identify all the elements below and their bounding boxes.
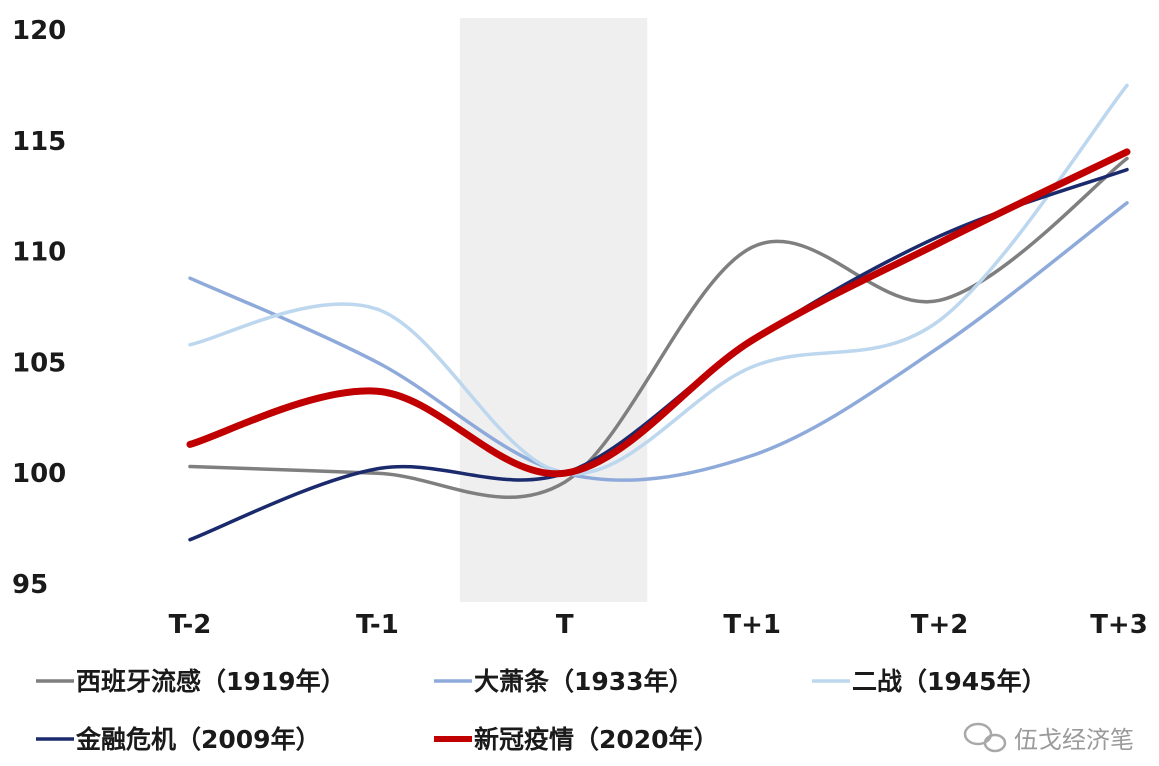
legend-label: 二战（1945年） bbox=[852, 667, 1047, 696]
series-line bbox=[188, 83, 1129, 476]
x-tick-label: T+2 bbox=[911, 610, 969, 640]
y-tick-label: 105 bbox=[12, 348, 66, 378]
series-line bbox=[188, 167, 1129, 542]
series-line bbox=[188, 201, 1129, 482]
watermark: 伍戈经济笔 bbox=[963, 722, 1134, 754]
x-tick-label: T+3 bbox=[1090, 610, 1148, 640]
x-tick-label: T-1 bbox=[356, 610, 399, 640]
series-line bbox=[186, 148, 1131, 478]
highlight-band bbox=[459, 18, 648, 602]
wechat-icon bbox=[963, 722, 1007, 753]
y-tick-label: 120 bbox=[12, 16, 66, 46]
legend-label: 大萧条（1933年） bbox=[474, 667, 694, 696]
y-tick-label: 100 bbox=[12, 459, 66, 489]
y-tick-label: 115 bbox=[12, 127, 66, 157]
x-tick-label: T+1 bbox=[723, 610, 781, 640]
y-tick-label: 110 bbox=[12, 238, 66, 268]
x-tick-label: T-2 bbox=[169, 610, 212, 640]
legend-label: 新冠疫情（2020年） bbox=[474, 725, 719, 754]
x-tick-label: T bbox=[556, 610, 574, 640]
legend-label: 金融危机（2009年） bbox=[75, 725, 321, 754]
series-line bbox=[188, 156, 1129, 499]
legend-label: 西班牙流感（1919年） bbox=[76, 667, 346, 696]
y-tick-label: 95 bbox=[12, 570, 48, 600]
watermark-text: 伍戈经济笔 bbox=[1014, 726, 1134, 754]
